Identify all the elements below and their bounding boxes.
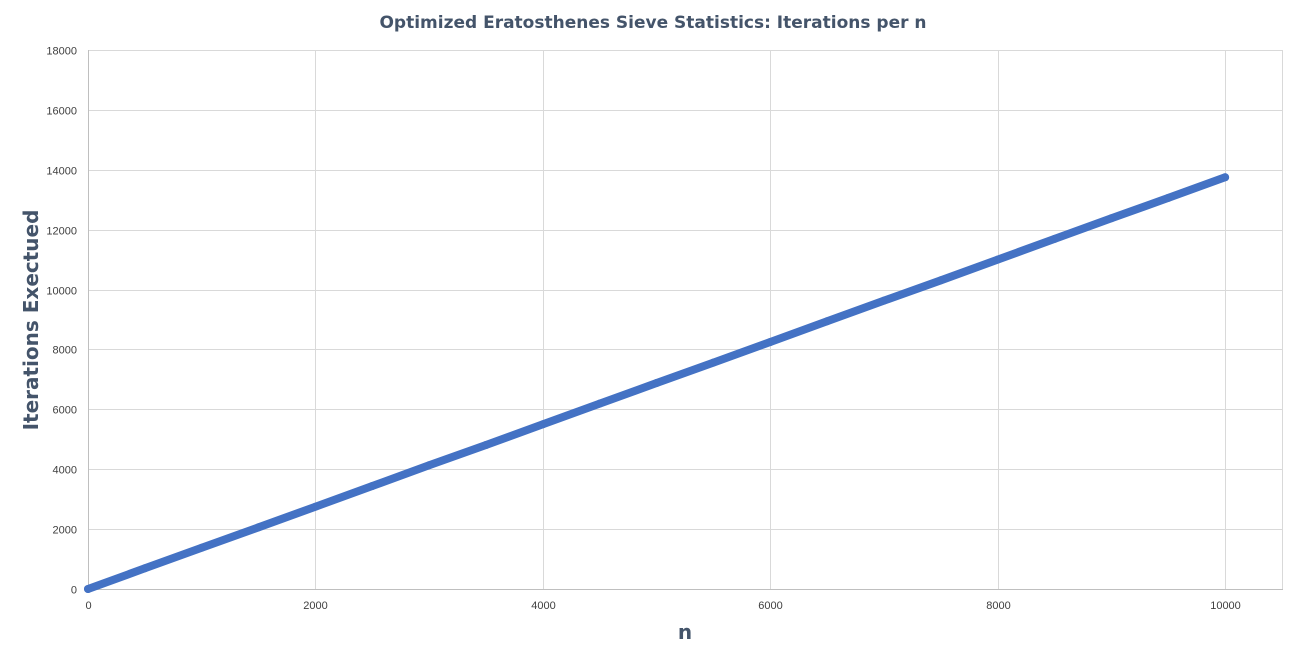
data-point bbox=[84, 585, 92, 593]
y-tick-label: 0 bbox=[71, 585, 77, 597]
x-tick-label: 10000 bbox=[1210, 600, 1241, 612]
data-point bbox=[254, 523, 263, 532]
y-tick-label: 8000 bbox=[53, 345, 77, 357]
data-point bbox=[1107, 214, 1116, 223]
y-axis-title: Iterations Exectued bbox=[19, 210, 43, 431]
data-point bbox=[595, 399, 604, 408]
y-tick-label: 16000 bbox=[46, 106, 77, 118]
data-point bbox=[311, 502, 320, 511]
data-point bbox=[425, 461, 434, 470]
gridlines bbox=[88, 50, 1283, 589]
y-tick-label: 4000 bbox=[53, 465, 77, 477]
x-tick-label: 6000 bbox=[758, 600, 782, 612]
axes bbox=[88, 50, 1283, 590]
y-axis-tick-labels: 0 2000 4000 6000 8000 10000 12000 14000 16000 180… bbox=[46, 46, 77, 597]
x-tick-label: 4000 bbox=[531, 600, 555, 612]
data-point bbox=[936, 276, 945, 285]
data-point bbox=[1050, 234, 1059, 243]
y-tick-label: 2000 bbox=[53, 525, 77, 537]
y-tick-label: 6000 bbox=[53, 405, 77, 417]
y-tick-label: 12000 bbox=[46, 226, 77, 238]
data-point bbox=[140, 564, 149, 573]
data-point bbox=[1164, 193, 1173, 202]
x-tick-label: 8000 bbox=[986, 600, 1010, 612]
data-point bbox=[766, 338, 775, 346]
data-point bbox=[1221, 173, 1230, 182]
x-tick-label: 2000 bbox=[303, 600, 327, 612]
data-point bbox=[538, 420, 547, 429]
x-tick-label: 0 bbox=[85, 600, 91, 612]
data-point bbox=[482, 441, 490, 449]
data-point bbox=[709, 358, 718, 367]
y-tick-label: 10000 bbox=[46, 286, 77, 298]
data-point bbox=[197, 543, 206, 552]
data-point bbox=[368, 482, 377, 490]
x-axis-title: n bbox=[678, 620, 692, 644]
x-axis-tick-labels: 0 2000 4000 6000 8000 10000 bbox=[85, 600, 1240, 612]
y-tick-label: 18000 bbox=[46, 46, 77, 58]
chart-title: Optimized Eratosthenes Sieve Statistics:… bbox=[379, 13, 926, 33]
data-point bbox=[652, 379, 661, 387]
y-tick-label: 14000 bbox=[46, 166, 77, 178]
data-point bbox=[993, 255, 1002, 264]
data-point bbox=[880, 296, 888, 305]
data-series bbox=[84, 173, 1230, 593]
data-point bbox=[823, 317, 832, 326]
